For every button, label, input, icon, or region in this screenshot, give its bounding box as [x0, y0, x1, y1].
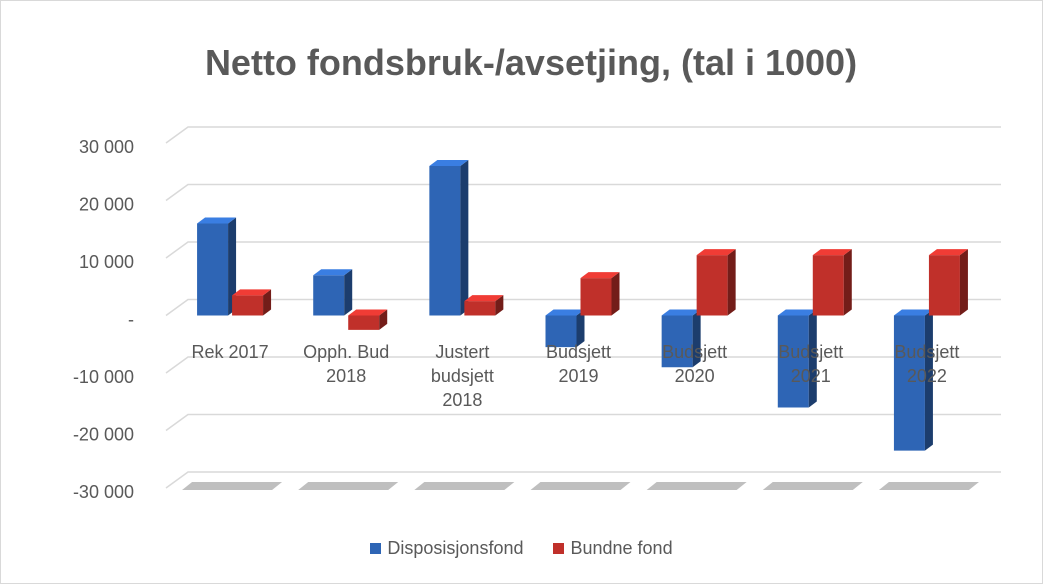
bar-front [580, 278, 612, 316]
bar-side [263, 289, 272, 316]
floor-shadow [298, 482, 399, 490]
bar-top [429, 160, 469, 166]
y-tick-label: 10 000 [79, 252, 134, 272]
grid-line [165, 356, 1001, 374]
bar-top [696, 249, 736, 256]
floor-shadow [646, 482, 747, 490]
bar-side [727, 249, 736, 316]
bar-top [777, 309, 817, 316]
bar-top [812, 249, 852, 256]
bar [928, 249, 968, 316]
bar-side [808, 309, 817, 408]
grid-line [165, 471, 1001, 489]
bar [893, 309, 933, 451]
bar-top [893, 309, 933, 316]
grid-line [165, 183, 1001, 202]
bar-side [460, 160, 469, 316]
x-tick-label: Opph. Bud 2018 [303, 341, 390, 386]
bar-front [348, 315, 380, 330]
bar [777, 309, 817, 408]
legend-label: Disposisjonsfond [387, 538, 524, 558]
bar [812, 249, 852, 316]
bar-top [232, 289, 272, 296]
y-tick-label: -10 000 [73, 367, 134, 387]
grid-line [165, 241, 1001, 259]
bar-front [197, 223, 229, 316]
grid-line [165, 413, 1001, 432]
bar-side [228, 217, 237, 316]
bar [232, 289, 272, 316]
bar [348, 309, 388, 330]
bar-side [692, 309, 701, 368]
legend-item: Disposisjonsfond [370, 538, 523, 559]
legend-label: Bundne fond [570, 538, 673, 558]
bar-front [812, 255, 844, 316]
floor-shadow [878, 482, 979, 490]
legend-swatch [553, 543, 565, 554]
chart-title: Netto fondsbruk-/avsetjing, (tal i 1000) [205, 42, 857, 83]
floor-shadow [530, 482, 631, 490]
floor-shadow [762, 482, 863, 490]
bar-top [197, 217, 237, 224]
bar-top [661, 309, 701, 316]
bar-side [379, 309, 388, 330]
floor-shadow [414, 482, 515, 490]
bar-front [545, 315, 577, 348]
legend-item: Bundne fond [553, 538, 673, 559]
bar-front [661, 315, 693, 368]
bar-front [313, 275, 345, 316]
x-tick-label: Budsjett 2022 [894, 341, 960, 386]
bar-top [580, 272, 620, 279]
bar [580, 272, 620, 316]
bar [197, 217, 237, 316]
bar-front [928, 255, 960, 316]
bar [464, 295, 504, 316]
floor-shadow [182, 482, 283, 490]
bar-side [344, 269, 353, 316]
x-tick-label: Budsjett 2020 [662, 341, 728, 386]
bar-front [429, 166, 461, 316]
bar-top [464, 295, 504, 302]
bar [661, 309, 701, 368]
bar-top [348, 309, 388, 316]
bar-side [959, 249, 968, 316]
x-tick-label: Budsjett 2019 [545, 341, 612, 386]
y-tick-label: -20 000 [73, 425, 134, 445]
bar [313, 269, 353, 316]
x-tick-label: Budsjett 2021 [778, 341, 844, 386]
y-tick-label: 30 000 [79, 137, 134, 157]
bar-top [545, 309, 585, 316]
bar-front [696, 255, 728, 316]
bar-top [928, 249, 968, 256]
legend-swatch [370, 543, 382, 554]
bar-side [495, 295, 504, 316]
bar-front [777, 315, 809, 408]
bar-front [893, 315, 925, 451]
bar [429, 160, 469, 316]
bar-front [232, 295, 264, 316]
grid-line [165, 126, 1001, 144]
x-tick-label: Justert budsjett 2018 [430, 341, 494, 410]
bar [545, 309, 585, 348]
bar-side [924, 309, 933, 451]
y-tick-label: -30 000 [73, 482, 134, 502]
bar-side [576, 309, 585, 348]
bar-side [843, 249, 852, 316]
y-tick-label: - [128, 310, 134, 330]
bar [696, 249, 736, 316]
bar-front [464, 301, 496, 316]
y-tick-label: 20 000 [79, 195, 134, 215]
bar-top [313, 269, 353, 276]
x-tick-label: Rek 2017 [191, 341, 269, 362]
bar-side [611, 272, 620, 316]
legend: Disposisjonsfond Bundne fond [1, 538, 1042, 559]
